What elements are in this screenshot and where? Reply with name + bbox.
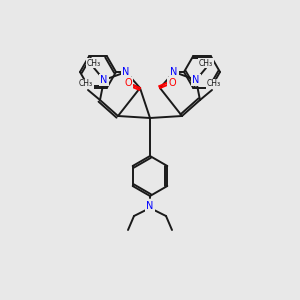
Text: O: O: [168, 78, 176, 88]
Text: CH₃: CH₃: [79, 80, 93, 88]
Text: N: N: [146, 201, 154, 211]
Text: CH₃: CH₃: [207, 80, 221, 88]
Text: CH₃: CH₃: [87, 58, 101, 68]
Text: CH₃: CH₃: [199, 58, 213, 68]
Text: N: N: [100, 75, 108, 85]
Text: N: N: [192, 75, 200, 85]
Text: O: O: [124, 78, 132, 88]
Text: N: N: [170, 67, 178, 77]
Text: N: N: [122, 67, 130, 77]
